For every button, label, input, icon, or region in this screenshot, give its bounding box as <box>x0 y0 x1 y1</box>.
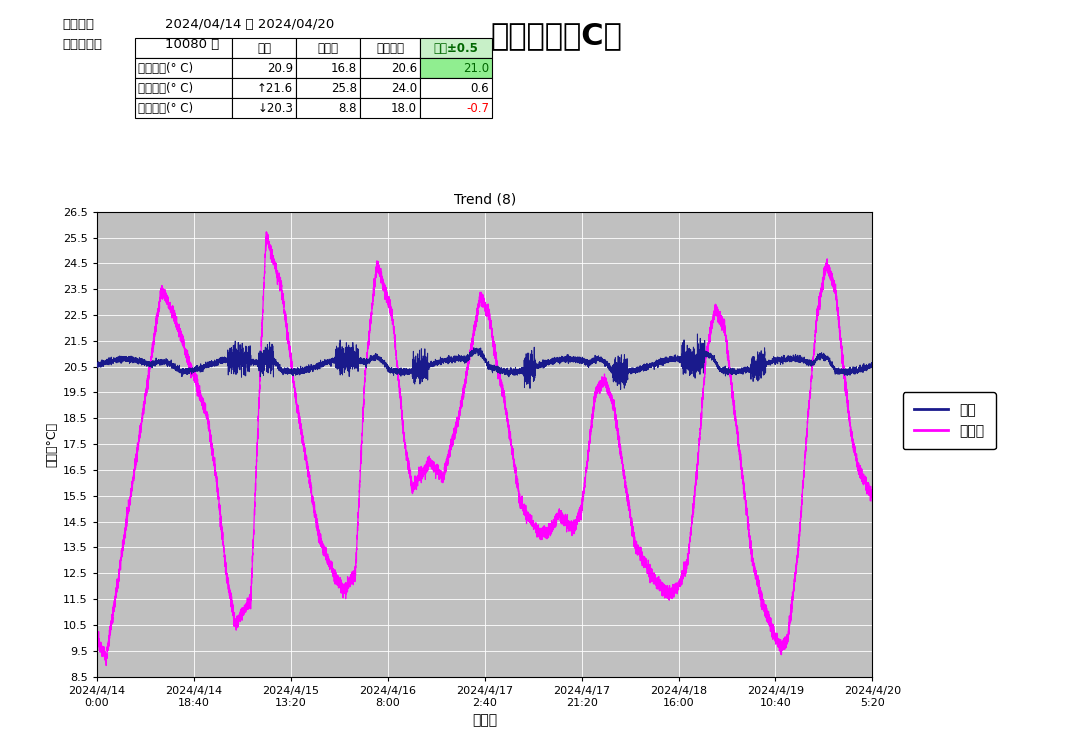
Text: 自己評価【C】: 自己評価【C】 <box>490 21 621 50</box>
Text: 0.6: 0.6 <box>471 82 489 94</box>
Title: Trend (8): Trend (8) <box>453 192 516 206</box>
Text: 20.9: 20.9 <box>267 62 293 75</box>
Text: 対象期間: 対象期間 <box>62 18 94 31</box>
Text: エアコン: エアコン <box>376 42 404 54</box>
X-axis label: 測定日: 測定日 <box>472 714 498 727</box>
Text: 最低温度(° C): 最低温度(° C) <box>138 102 193 115</box>
Text: 計測記録数: 計測記録数 <box>62 38 102 51</box>
Bar <box>135 38 232 58</box>
Y-axis label: 温度（°C）: 温度（°C） <box>46 422 59 466</box>
Bar <box>360 78 420 98</box>
Bar <box>360 38 420 58</box>
Bar <box>420 98 492 118</box>
Bar <box>135 98 232 118</box>
Legend: 室温, 外気温: 室温, 外気温 <box>903 392 996 450</box>
Text: 2024/04/14 ～ 2024/04/20: 2024/04/14 ～ 2024/04/20 <box>165 18 334 31</box>
Text: 20.6: 20.6 <box>391 62 417 75</box>
Bar <box>232 58 296 78</box>
Text: 平均温度(° C): 平均温度(° C) <box>138 62 193 75</box>
Text: ↑21.6: ↑21.6 <box>257 82 293 94</box>
Bar <box>420 38 492 58</box>
Bar <box>360 98 420 118</box>
Text: -0.7: -0.7 <box>466 102 489 115</box>
Text: 目標±0.5: 目標±0.5 <box>434 42 478 54</box>
Text: 10080 回: 10080 回 <box>165 38 220 51</box>
Bar <box>360 58 420 78</box>
Bar <box>135 58 232 78</box>
Text: 21.0: 21.0 <box>463 62 489 75</box>
Bar <box>420 78 492 98</box>
Bar <box>296 38 360 58</box>
Text: ↓20.3: ↓20.3 <box>257 102 293 115</box>
Bar <box>232 78 296 98</box>
Text: 24.0: 24.0 <box>391 82 417 94</box>
Bar <box>232 98 296 118</box>
Bar <box>232 38 296 58</box>
Bar <box>296 98 360 118</box>
Text: 外気温: 外気温 <box>318 42 338 54</box>
Bar <box>135 78 232 98</box>
Text: 18.0: 18.0 <box>391 102 417 115</box>
Text: 最高温度(° C): 最高温度(° C) <box>138 82 193 94</box>
Text: 8.8: 8.8 <box>338 102 356 115</box>
Text: 16.8: 16.8 <box>331 62 356 75</box>
Text: 室温: 室温 <box>257 42 271 54</box>
Bar <box>296 58 360 78</box>
Bar <box>296 78 360 98</box>
Bar <box>420 58 492 78</box>
Text: 25.8: 25.8 <box>331 82 356 94</box>
